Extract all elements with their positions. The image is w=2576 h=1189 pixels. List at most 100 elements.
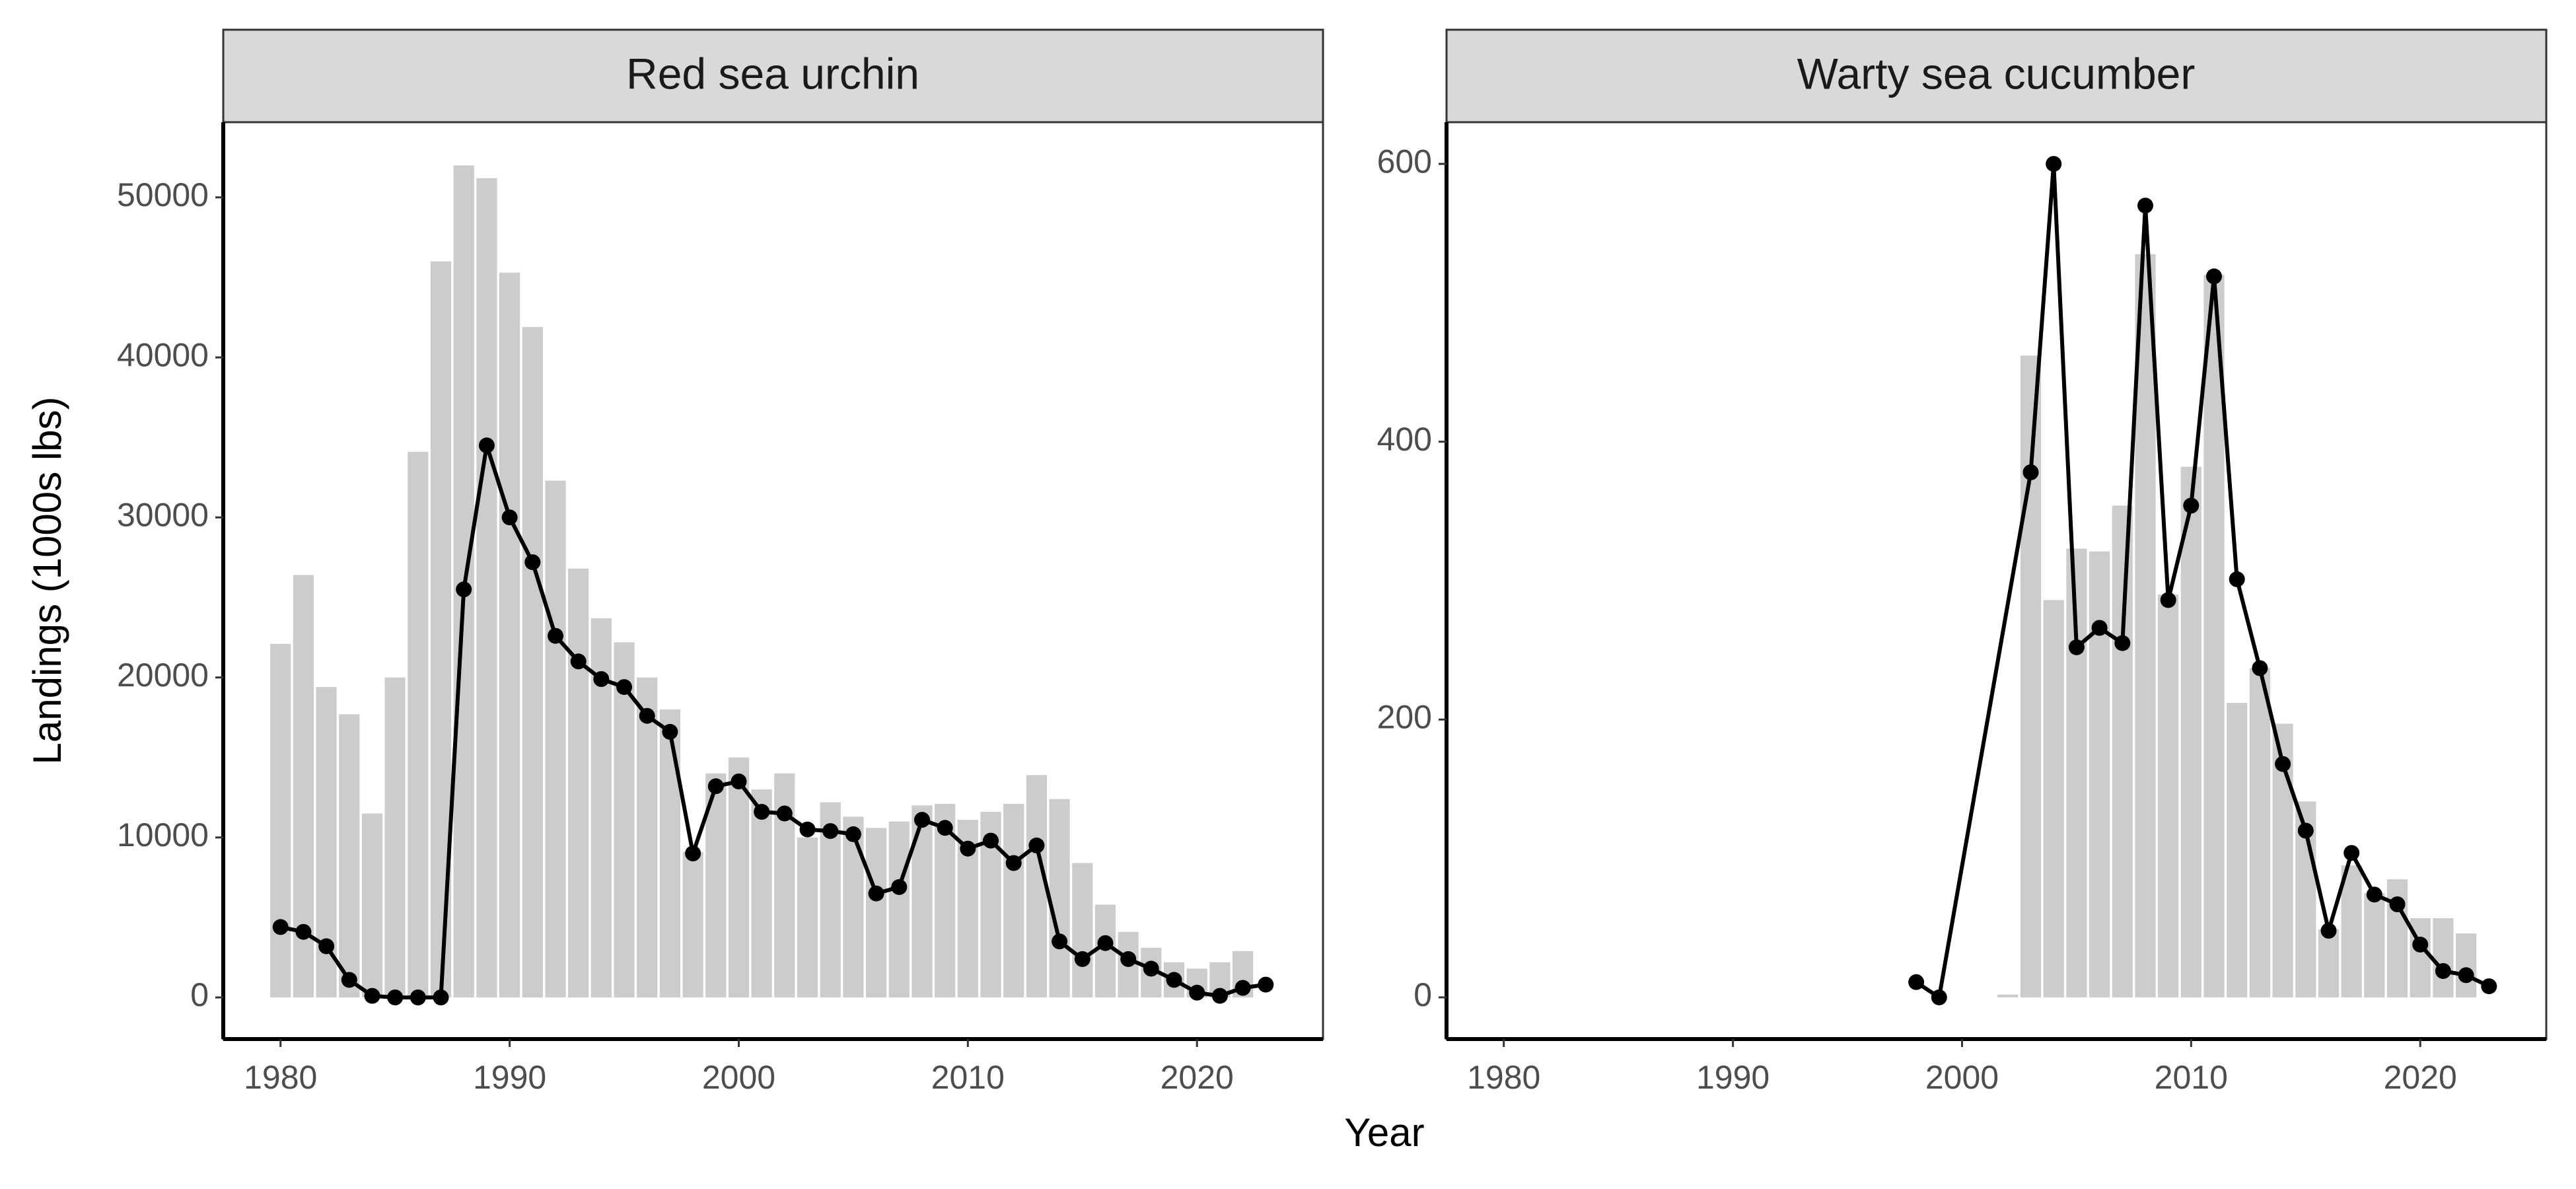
strip-label-warty-sea-cucumber: Warty sea cucumber [1797,49,2196,98]
bar-red-sea-urchin-1990 [499,272,520,998]
point-red-sea-urchin-2023 [1258,976,1274,993]
point-red-sea-urchin-1982 [318,938,335,955]
bar-warty-sea-cucumber-2022 [2456,933,2477,997]
point-red-sea-urchin-2010 [960,840,976,857]
point-red-sea-urchin-2016 [1097,935,1114,951]
point-red-sea-urchin-1993 [570,653,587,670]
point-red-sea-urchin-1989 [478,437,495,454]
y-axis-title: Landings (1000s lbs) [25,396,69,764]
y-tick-label-warty-sea-cucumber-0: 0 [1413,976,1432,1013]
point-red-sea-urchin-2009 [937,820,953,836]
bar-red-sea-urchin-1998 [682,851,703,997]
point-red-sea-urchin-2019 [1166,972,1182,988]
y-tick-label-warty-sea-cucumber-600: 600 [1377,143,1432,180]
point-warty-sea-cucumber-2012 [2229,571,2245,587]
point-warty-sea-cucumber-2016 [2320,923,2337,939]
bars-warty-sea-cucumber [1997,254,2477,997]
bar-red-sea-urchin-2014 [1049,799,1070,997]
bar-warty-sea-cucumber-2018 [2364,893,2385,997]
point-red-sea-urchin-2018 [1143,960,1159,977]
bar-red-sea-urchin-2015 [1072,863,1093,997]
bar-red-sea-urchin-1992 [545,480,566,997]
y-tick-label-red-sea-urchin-20000: 20000 [117,657,209,694]
x-tick-label-warty-sea-cucumber-2010: 2010 [2155,1059,2228,1096]
x-tick-label-warty-sea-cucumber-2000: 2000 [1925,1059,1999,1096]
point-red-sea-urchin-1998 [685,846,701,861]
point-red-sea-urchin-1983 [341,972,357,988]
point-warty-sea-cucumber-2018 [2366,886,2382,903]
point-warty-sea-cucumber-2011 [2206,268,2222,285]
bar-red-sea-urchin-1995 [614,642,635,998]
y-tick-label-red-sea-urchin-10000: 10000 [117,816,209,853]
x-tick-label-red-sea-urchin-2020: 2020 [1161,1059,1234,1096]
bar-red-sea-urchin-1985 [384,677,406,998]
panel-warty-sea-cucumber: Warty sea cucumber 0 200 400 600 1980 1990 20… [1377,28,2548,1096]
point-red-sea-urchin-2003 [799,821,816,838]
point-warty-sea-cucumber-2013 [2252,660,2268,676]
point-red-sea-urchin-2000 [731,774,747,789]
x-tick-label-red-sea-urchin-2000: 2000 [702,1059,775,1096]
point-red-sea-urchin-2002 [776,805,793,822]
bar-red-sea-urchin-2001 [751,789,772,997]
x-tick-label-red-sea-urchin-1990: 1990 [473,1059,546,1096]
point-red-sea-urchin-2001 [754,804,770,820]
bar-red-sea-urchin-1993 [568,568,589,997]
bar-warty-sea-cucumber-2002 [1997,994,2019,997]
bar-red-sea-urchin-2006 [866,828,887,998]
bar-red-sea-urchin-1986 [408,452,429,997]
bar-warty-sea-cucumber-2016 [2318,929,2340,997]
bar-warty-sea-cucumber-2021 [2433,918,2454,997]
point-red-sea-urchin-2008 [914,812,930,828]
bar-red-sea-urchin-2008 [912,805,933,997]
point-warty-sea-cucumber-2009 [2160,592,2176,608]
point-red-sea-urchin-2013 [1028,837,1045,853]
x-tick-label-red-sea-urchin-2010: 2010 [931,1059,1005,1096]
bar-red-sea-urchin-1991 [522,327,543,998]
y-ticks-warty-sea-cucumber: 0 200 400 600 [1377,143,1447,1013]
bar-red-sea-urchin-1996 [637,677,658,998]
y-tick-label-warty-sea-cucumber-400: 400 [1377,421,1432,458]
point-red-sea-urchin-2007 [891,879,908,895]
y-tick-label-red-sea-urchin-0: 0 [190,976,209,1013]
point-warty-sea-cucumber-2023 [2481,978,2497,995]
y-tick-label-red-sea-urchin-50000: 50000 [117,176,209,213]
bars-red-sea-urchin [270,165,1254,998]
point-warty-sea-cucumber-2010 [2183,497,2200,514]
point-red-sea-urchin-2017 [1120,951,1137,967]
point-warty-sea-cucumber-2020 [2412,937,2429,953]
points-red-sea-urchin [272,437,1274,1005]
point-warty-sea-cucumber-2008 [2137,198,2153,214]
bar-red-sea-urchin-1984 [361,813,383,998]
point-red-sea-urchin-1994 [593,671,610,687]
point-red-sea-urchin-1995 [616,679,632,696]
point-red-sea-urchin-1996 [639,707,655,724]
bar-red-sea-urchin-1983 [339,714,360,998]
point-red-sea-urchin-2005 [845,826,861,842]
point-red-sea-urchin-1987 [433,990,449,1005]
y-ticks-red-sea-urchin: 0 10000 20000 30000 40000 50000 [117,176,223,1013]
point-warty-sea-cucumber-1999 [1931,989,1947,1005]
x-axis-title: Year [1344,1110,1424,1155]
point-warty-sea-cucumber-1998 [1908,974,1925,990]
bar-warty-sea-cucumber-2008 [2135,254,2156,997]
bar-warty-sea-cucumber-2010 [2180,466,2201,997]
point-red-sea-urchin-1999 [707,778,724,795]
bar-warty-sea-cucumber-2007 [2112,505,2133,997]
point-red-sea-urchin-1988 [456,581,472,598]
bar-warty-sea-cucumber-2017 [2341,865,2362,997]
bar-warty-sea-cucumber-2009 [2158,594,2179,997]
point-red-sea-urchin-2021 [1211,988,1228,1004]
strip-warty-sea-cucumber [1445,28,2548,124]
x-tick-label-warty-sea-cucumber-1990: 1990 [1696,1059,1770,1096]
point-red-sea-urchin-1984 [364,988,380,1004]
y-tick-label-red-sea-urchin-30000: 30000 [117,497,209,534]
point-red-sea-urchin-2006 [868,885,884,902]
bar-warty-sea-cucumber-2013 [2249,668,2270,997]
point-red-sea-urchin-1985 [387,990,404,1005]
x-tick-label-warty-sea-cucumber-1980: 1980 [1467,1059,1540,1096]
plot-area-red-sea-urchin [222,121,1324,1040]
bar-warty-sea-cucumber-2004 [2043,600,2064,997]
point-red-sea-urchin-2015 [1074,951,1091,967]
x-tick-label-red-sea-urchin-1980: 1980 [244,1059,317,1096]
point-red-sea-urchin-1991 [524,554,541,571]
